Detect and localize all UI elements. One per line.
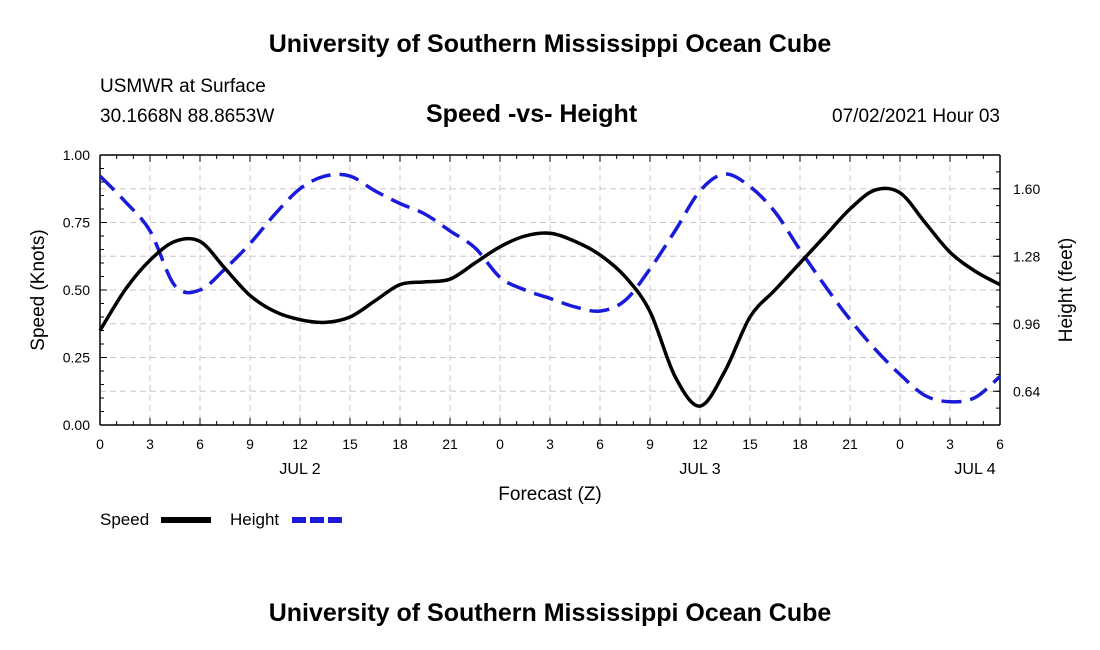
x-tick-label: 15 [742,436,758,452]
bottom-title: University of Southern Mississippi Ocean… [268,599,832,627]
x-tick-label: 18 [392,436,408,452]
x-tick-label: 0 [896,436,904,452]
height-series-line [98,172,1002,404]
x-tick-label: 9 [246,436,254,452]
x-tick-label: 6 [996,436,1004,452]
x-tick-label: 12 [292,436,308,452]
speed-series-line [98,186,1001,408]
chart-title: Speed -vs- Height [426,100,638,128]
x-tick-label: 12 [692,436,708,452]
x-tick-label: 6 [196,436,204,452]
x-tick-label: 21 [842,436,858,452]
y-tick-label: 0.00 [63,417,90,433]
y2-tick-label: 0.64 [1013,383,1040,399]
y-tick-label: 1.00 [63,147,90,163]
legend-speed-label: Speed [100,510,149,529]
x-tick-label: 15 [342,436,358,452]
x-tick-label: 0 [496,436,504,452]
x-tick-label: 3 [546,436,554,452]
y-tick-label: 0.75 [63,215,90,231]
y2-tick-label: 1.28 [1013,248,1040,264]
x-tick-label: 18 [792,436,808,452]
x-tick-label: 21 [442,436,458,452]
date-label: JUL 2 [279,461,320,478]
y2-axis-label: Height (feet) [1056,238,1077,343]
top-title: University of Southern Mississippi Ocean… [268,30,832,58]
coordinates-label: 30.1668N 88.8653W [100,106,275,127]
y-tick-label: 0.50 [63,282,90,298]
datetime-label: 07/02/2021 Hour 03 [832,106,1000,127]
date-label: JUL 3 [679,461,720,478]
x-tick-label: 9 [646,436,654,452]
x-axis-label: Forecast (Z) [498,484,601,505]
y-tick-label: 0.25 [63,350,90,366]
y2-tick-label: 0.96 [1013,316,1040,332]
x-tick-label: 3 [146,436,154,452]
x-tick-label: 0 [96,436,104,452]
date-label: JUL 4 [954,461,995,478]
legend-height-label: Height [230,510,279,529]
x-tick-label: 3 [946,436,954,452]
x-tick-label: 6 [596,436,604,452]
y-axis-label: Speed (Knots) [28,229,49,350]
station-label: USMWR at Surface [100,76,266,97]
y2-tick-label: 1.60 [1013,181,1040,197]
